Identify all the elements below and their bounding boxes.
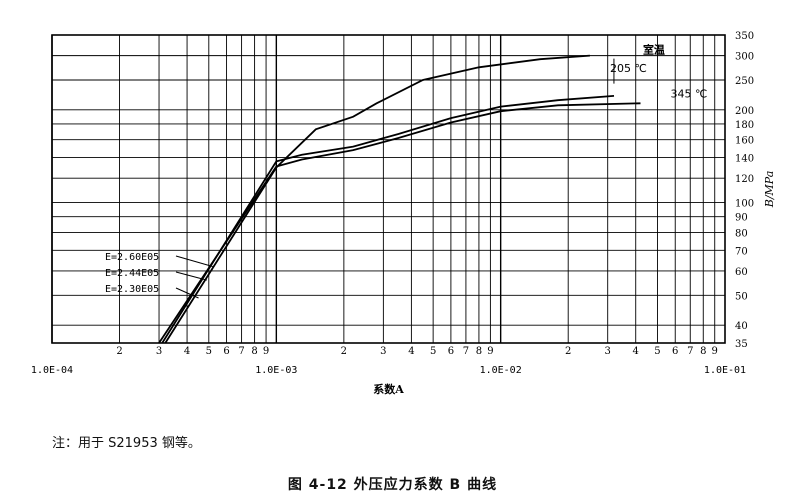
modulus-leader [175, 271, 207, 281]
series-lines [158, 54, 641, 344]
x-minor-tick-label: 2 [341, 346, 347, 357]
y-tick-label: 160 [735, 136, 754, 147]
x-minor-tick-label: 4 [408, 346, 414, 357]
y-tick-label: 70 [735, 246, 748, 257]
x-minor-tick-label: 4 [633, 346, 639, 357]
y-tick-label: 140 [735, 154, 754, 165]
x-minor-tick-label: 9 [712, 346, 718, 357]
x-minor-tick-label: 8 [700, 346, 706, 357]
series-line [164, 54, 590, 344]
y-tick-label: 50 [735, 291, 748, 302]
modulus-leader [175, 255, 213, 267]
modulus-leader [175, 287, 199, 299]
x-minor-tick-label: 6 [223, 346, 229, 357]
x-minor-tick-label: 2 [116, 346, 122, 357]
series-label: 345 ℃ [670, 87, 707, 100]
series-label: 室温 [643, 43, 665, 57]
modulus-label: E=2.60E05 [105, 252, 159, 263]
annotations: 室温 205 ℃ 345 ℃ E=2.60E05 E=2.44E05 E=2.30E05 [105, 43, 707, 299]
x-minor-tick-label: 8 [476, 346, 482, 357]
x-minor-tick-label: 5 [430, 346, 436, 357]
y-tick-label: 350 [735, 31, 754, 42]
y-tick-label: 90 [735, 213, 748, 224]
modulus-label: E=2.44E05 [105, 268, 159, 279]
x-minor-tick-label: 4 [184, 346, 190, 357]
x-minor-tick-label: 5 [206, 346, 212, 357]
x-minor-tick-label: 2 [565, 346, 571, 357]
x-minor-tick-label: 3 [605, 346, 611, 357]
x-minor-tick-label: 8 [251, 346, 257, 357]
series-line [158, 102, 641, 344]
x-major-tick-label: 1.0E-04 [31, 365, 73, 376]
y-tick-label: 35 [735, 339, 748, 350]
y-tick-label: 120 [735, 174, 754, 185]
x-minor-tick-label: 3 [380, 346, 386, 357]
chart-caption: 图 4-12 外压应力系数 B 曲线 [287, 477, 498, 493]
tick-labels: 2 3 4 5 6 7 8 9 2 3 4 5 6 7 8 9 2 3 4 5 6 7 8 91.0E-04 1.0E-03 1.… [31, 31, 754, 376]
modulus-label: E=2.30E05 [105, 284, 159, 295]
chart-note: 注：用于 S21953 钢等。 [52, 436, 201, 451]
y-tick-label: 40 [735, 321, 748, 332]
y-tick-label: 250 [735, 76, 754, 87]
x-axis-label: 系数A [373, 382, 404, 396]
x-minor-tick-label: 6 [672, 346, 678, 357]
series-line [161, 95, 615, 344]
y-tick-label: 80 [735, 228, 748, 239]
x-major-tick-label: 1.0E-01 [704, 365, 746, 376]
y-tick-label: 60 [735, 267, 748, 278]
x-minor-tick-label: 6 [448, 346, 454, 357]
y-tick-label: 300 [735, 52, 754, 63]
x-minor-tick-label: 9 [263, 346, 269, 357]
x-minor-tick-label: 7 [238, 346, 244, 357]
x-minor-tick-label: 9 [487, 346, 493, 357]
grid [51, 34, 725, 344]
x-major-tick-label: 1.0E-02 [480, 365, 522, 376]
x-major-tick-label: 1.0E-03 [255, 365, 297, 376]
y-axis-label: B/MPa [763, 171, 776, 209]
x-minor-tick-label: 3 [156, 346, 162, 357]
plot-frame [51, 34, 726, 344]
y-tick-label: 200 [735, 106, 754, 117]
x-minor-tick-label: 7 [463, 346, 469, 357]
y-tick-label: 100 [735, 199, 754, 210]
y-tick-label: 180 [735, 120, 754, 131]
series-label: 205 ℃ [610, 62, 647, 75]
x-minor-tick-label: 5 [654, 346, 660, 357]
x-minor-tick-label: 7 [687, 346, 693, 357]
